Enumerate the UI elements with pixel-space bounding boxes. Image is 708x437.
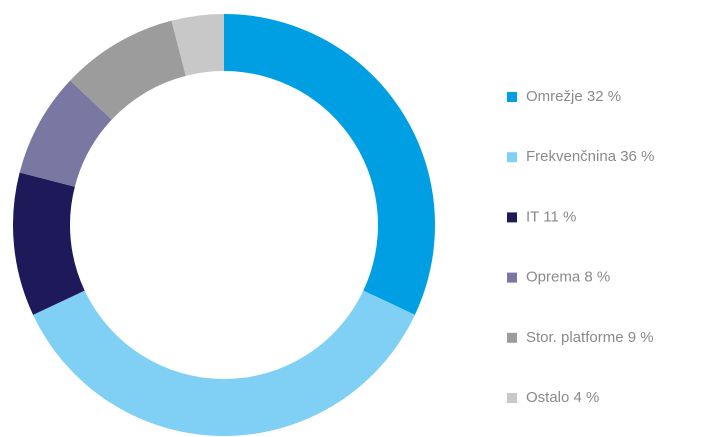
legend-swatch bbox=[507, 152, 517, 163]
legend-value: 11 % bbox=[543, 208, 576, 225]
legend-swatch bbox=[507, 393, 517, 403]
legend-label: Frekvenčnina 36 % bbox=[526, 148, 654, 165]
donut-slice bbox=[171, 14, 224, 76]
legend-label: Stor. platforme 9 % bbox=[526, 329, 654, 346]
legend-label: Omrežje 32 % bbox=[526, 88, 621, 105]
legend-label: IT 11 % bbox=[526, 208, 576, 225]
legend-value: 4 % bbox=[574, 389, 600, 406]
donut-slice bbox=[19, 80, 112, 187]
legend-category: Frekvenčnina bbox=[526, 148, 617, 165]
legend-swatch bbox=[507, 92, 517, 102]
legend-swatch bbox=[507, 332, 517, 343]
donut-slice bbox=[12, 172, 85, 315]
donut-slice bbox=[33, 290, 415, 437]
legend-category: IT bbox=[526, 208, 539, 225]
legend-label: Ostalo 4 % bbox=[526, 389, 599, 406]
legend-value: 36 % bbox=[620, 148, 654, 165]
legend-value: 9 % bbox=[628, 329, 654, 346]
legend-category: Oprema bbox=[526, 269, 581, 286]
legend-category: Ostalo bbox=[526, 389, 569, 406]
legend-category: Omrežje bbox=[526, 88, 583, 105]
legend-label: Oprema 8 % bbox=[526, 269, 610, 286]
legend-category: Stor. platforme bbox=[526, 329, 624, 346]
legend-swatch bbox=[507, 212, 517, 223]
legend-value: 32 % bbox=[587, 88, 621, 105]
legend-value: 8 % bbox=[584, 269, 610, 286]
donut-slice bbox=[70, 20, 186, 120]
donut-slice bbox=[224, 14, 436, 315]
legend-swatch bbox=[507, 272, 517, 283]
